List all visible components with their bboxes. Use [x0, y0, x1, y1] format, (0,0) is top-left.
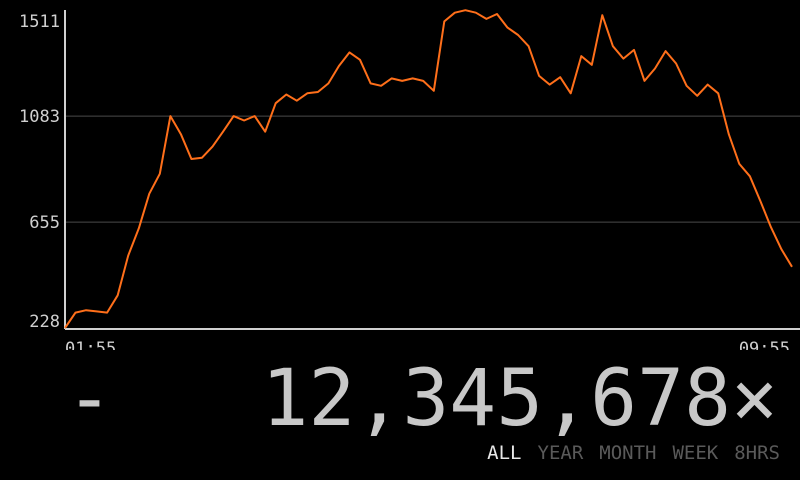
range-tab-8hrs[interactable]: 8HRS: [734, 442, 780, 464]
range-tab-week[interactable]: WEEK: [672, 442, 719, 464]
y-axis-ticks: 228 655 1083 1511: [19, 12, 60, 332]
range-selector: ALL YEAR MONTH WEEK 8HRS: [487, 440, 780, 466]
value-display: - 12,345,678×: [0, 350, 800, 444]
value-prefix: -: [66, 354, 113, 444]
range-tab-year[interactable]: YEAR: [537, 442, 584, 464]
series-layer: [64, 9, 793, 329]
x-axis-ticks: 01:55 09:55: [65, 339, 790, 350]
x-tick-label: 09:55: [739, 339, 790, 350]
y-tick-label: 228: [29, 312, 60, 332]
big-value: 12,345,678×: [261, 354, 778, 444]
range-tab-all[interactable]: ALL: [487, 442, 522, 464]
y-tick-label: 655: [29, 213, 60, 233]
line-chart: 228 655 1083 1511 01:55 09:55: [19, 9, 800, 350]
y-tick-label: 1083: [19, 107, 60, 127]
grid-lines: [65, 115, 800, 223]
range-tab-month[interactable]: MONTH: [599, 442, 657, 464]
y-tick-label: 1511: [19, 12, 60, 32]
x-tick-label: 01:55: [65, 339, 116, 350]
series-line: [64, 9, 793, 329]
